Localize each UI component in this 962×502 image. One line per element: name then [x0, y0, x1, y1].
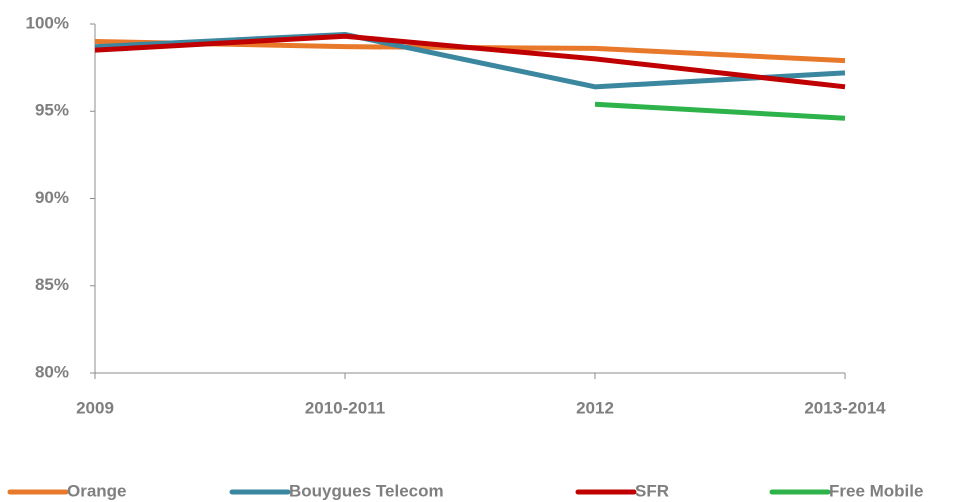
legend-label: SFR	[635, 481, 669, 500]
y-tick-label: 90%	[35, 188, 69, 207]
legend-label: Bouygues Telecom	[289, 481, 444, 500]
y-tick-label: 100%	[26, 13, 69, 32]
x-tick-label: 2009	[76, 398, 114, 417]
legend-label: Free Mobile	[829, 481, 923, 500]
y-tick-label: 95%	[35, 101, 69, 120]
x-tick-label: 2013-2014	[804, 398, 886, 417]
x-tick-label: 2010-2011	[305, 398, 385, 417]
series-line	[94, 33, 846, 90]
x-tick-label: 2012	[576, 398, 614, 417]
legend-label: Orange	[67, 481, 127, 500]
series-line	[94, 31, 846, 90]
y-tick-label: 80%	[35, 362, 69, 381]
series-line	[594, 101, 846, 121]
y-tick-label: 85%	[35, 275, 69, 294]
